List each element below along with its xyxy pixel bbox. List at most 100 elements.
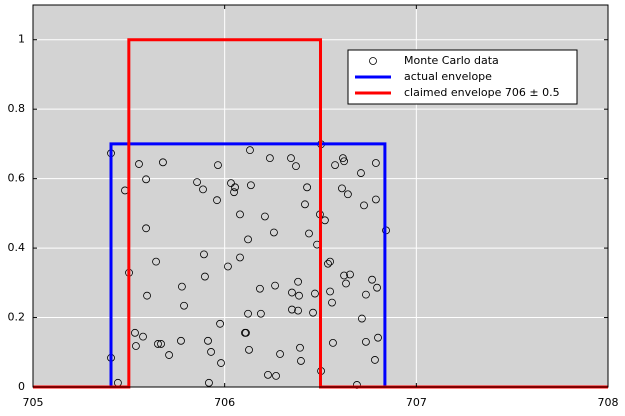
data-point <box>374 333 382 342</box>
data-point <box>326 257 334 266</box>
data-point <box>159 158 167 167</box>
data-point <box>305 229 313 238</box>
data-point <box>142 175 150 184</box>
data-point <box>326 287 334 296</box>
data-point <box>324 259 332 268</box>
legend: Monte Carlo data actual envelope claimed e… <box>347 49 578 105</box>
data-point <box>200 250 208 259</box>
data-point <box>204 336 212 345</box>
data-point <box>362 290 370 299</box>
data-point <box>328 298 336 307</box>
data-point <box>288 288 296 297</box>
data-point <box>177 336 185 345</box>
y-tick-label: 0.6 <box>8 172 26 185</box>
x-tick-label: 706 <box>214 396 235 409</box>
data-point <box>245 345 253 354</box>
data-point <box>331 161 339 169</box>
data-point <box>216 319 224 328</box>
data-point <box>246 146 254 155</box>
data-point <box>231 183 239 192</box>
data-point <box>295 291 303 300</box>
data-point <box>143 291 151 300</box>
data-point <box>135 160 143 168</box>
data-point <box>217 359 225 367</box>
data-point <box>178 282 186 291</box>
data-point <box>180 301 188 310</box>
data-point <box>346 270 354 279</box>
y-tick-label: 1 <box>18 33 25 46</box>
data-point <box>154 340 162 348</box>
data-point <box>201 272 209 281</box>
data-point <box>199 185 207 194</box>
data-point <box>339 154 347 163</box>
data-point <box>373 283 381 292</box>
data-point <box>362 337 370 346</box>
data-point <box>236 253 244 262</box>
y-tick-label: 0.4 <box>8 241 26 254</box>
legend-marker <box>369 57 377 65</box>
y-tick-label: 0.8 <box>8 102 26 115</box>
data-point <box>311 289 319 298</box>
data-point <box>371 159 380 167</box>
data-point <box>242 328 250 337</box>
data-point <box>227 179 235 188</box>
data-point <box>230 188 238 197</box>
data-point <box>294 306 302 315</box>
legend-label: Monte Carlo data <box>404 54 499 67</box>
data-point <box>152 257 160 266</box>
legend-label: claimed envelope 706 ± 0.5 <box>404 86 560 99</box>
data-point <box>244 235 252 244</box>
data-point <box>371 195 380 204</box>
data-point <box>368 275 376 284</box>
data-point <box>142 224 150 233</box>
data-point <box>213 196 221 205</box>
x-tick-label: 708 <box>598 396 619 409</box>
data-point <box>303 183 311 192</box>
data-point <box>270 228 278 237</box>
data-point <box>329 338 337 347</box>
legend-label: actual envelope <box>404 70 492 83</box>
data-point <box>357 314 366 323</box>
data-point <box>224 262 232 271</box>
data-point <box>244 309 252 318</box>
data-point <box>371 356 379 364</box>
data-point <box>205 378 213 387</box>
data-point <box>256 284 264 293</box>
data-point <box>214 161 222 169</box>
data-point <box>247 181 255 190</box>
data-point <box>131 328 139 337</box>
x-tick-label: 705 <box>23 396 44 409</box>
data-point <box>357 169 365 177</box>
data-point <box>264 370 272 379</box>
plot-frame <box>32 4 609 388</box>
data-point <box>294 277 302 286</box>
data-point <box>301 200 309 209</box>
data-point <box>207 348 215 356</box>
data-point <box>276 350 284 358</box>
data-point <box>236 210 244 219</box>
data-point <box>132 342 140 350</box>
data-point <box>342 279 350 288</box>
y-tick-label: 0.2 <box>8 311 26 324</box>
data-point <box>139 332 147 341</box>
data-point <box>309 308 317 317</box>
data-point <box>360 201 368 210</box>
data-point <box>288 305 296 314</box>
data-point <box>271 281 279 290</box>
data-point <box>265 154 274 163</box>
data-point <box>287 154 295 163</box>
data-point <box>292 162 300 171</box>
data-point <box>340 157 348 166</box>
data-point <box>165 351 173 359</box>
x-tick-label: 707 <box>406 396 427 409</box>
data-point <box>261 212 269 221</box>
data-point <box>344 190 352 199</box>
data-point <box>272 371 280 380</box>
data-point <box>193 178 201 187</box>
data-point <box>338 184 346 193</box>
data-point <box>296 343 304 352</box>
data-point <box>256 309 265 318</box>
axes: 705 706 707 708 0 0.2 0.4 0.6 0.8 1 <box>8 5 619 409</box>
